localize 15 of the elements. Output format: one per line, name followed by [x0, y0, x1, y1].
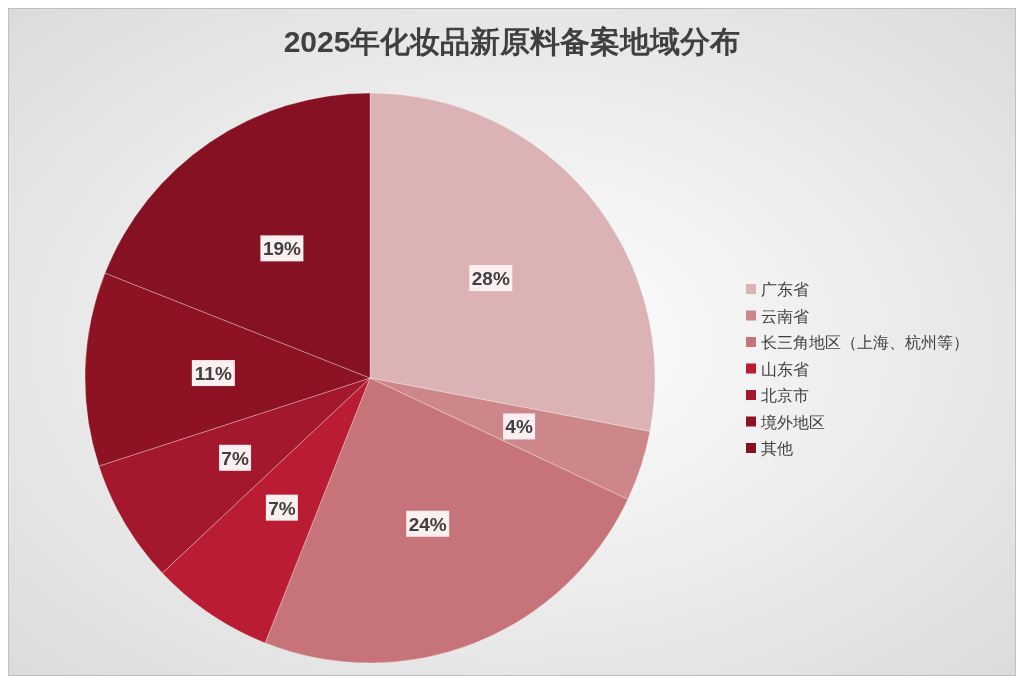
legend-label: 长三角地区（上海、杭州等）: [761, 334, 969, 351]
data-label: 11%: [194, 363, 232, 385]
data-label: 24%: [408, 513, 447, 535]
data-label: 28%: [471, 268, 510, 290]
data-label: 19%: [262, 238, 302, 260]
legend-label: 北京市: [761, 387, 809, 404]
data-label: 4%: [505, 416, 533, 438]
slice-label: 广东省: [761, 281, 809, 298]
legend-label: 山东省: [761, 360, 809, 378]
legend-label: 其他: [761, 440, 793, 457]
data-label: 7%: [268, 497, 296, 519]
chart-title: 2025年化妆品新原料备案地域分布: [283, 25, 741, 58]
data-label: 7%: [221, 447, 249, 469]
legend-label: 境外地区: [760, 413, 825, 431]
legend-label: 云南省: [761, 307, 809, 325]
